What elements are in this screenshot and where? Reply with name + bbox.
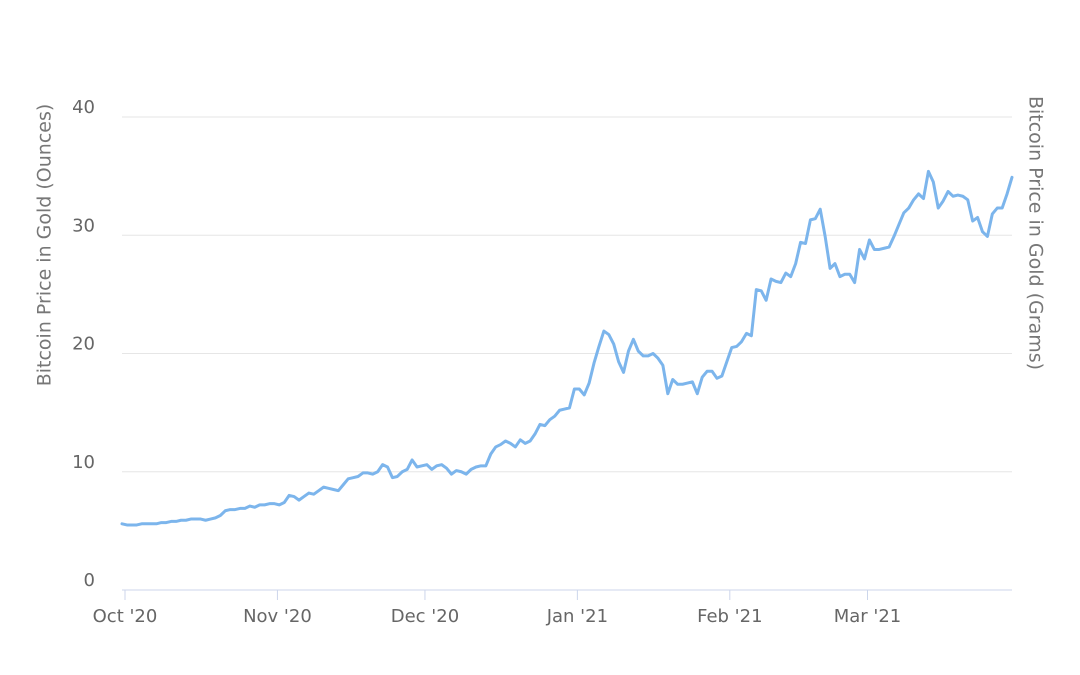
- x-tick-label: Jan '21: [546, 606, 608, 627]
- y2-axis-title: Bitcoin Price in Gold (Grams): [1025, 96, 1047, 370]
- x-tick-label: Oct '20: [93, 606, 158, 627]
- y-tick-label: 10: [72, 452, 95, 473]
- y-tick-label: 40: [72, 97, 95, 118]
- y-tick-label: 0: [84, 570, 95, 591]
- x-tick-label: Dec '20: [391, 606, 459, 627]
- x-tick-label: Feb '21: [697, 606, 762, 627]
- x-tick-label: Mar '21: [834, 606, 902, 627]
- price-line: [120, 169, 1014, 527]
- x-tick-label: Nov '20: [243, 606, 312, 627]
- y-tick-label: 20: [72, 334, 95, 355]
- y-tick-label: 30: [72, 215, 95, 236]
- y-axis-title: Bitcoin Price in Gold (Ounces): [34, 104, 56, 387]
